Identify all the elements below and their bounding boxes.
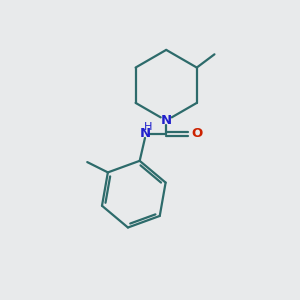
Text: N: N xyxy=(140,127,151,140)
Text: H: H xyxy=(144,122,153,132)
Text: N: N xyxy=(160,114,172,127)
Text: O: O xyxy=(191,127,202,140)
